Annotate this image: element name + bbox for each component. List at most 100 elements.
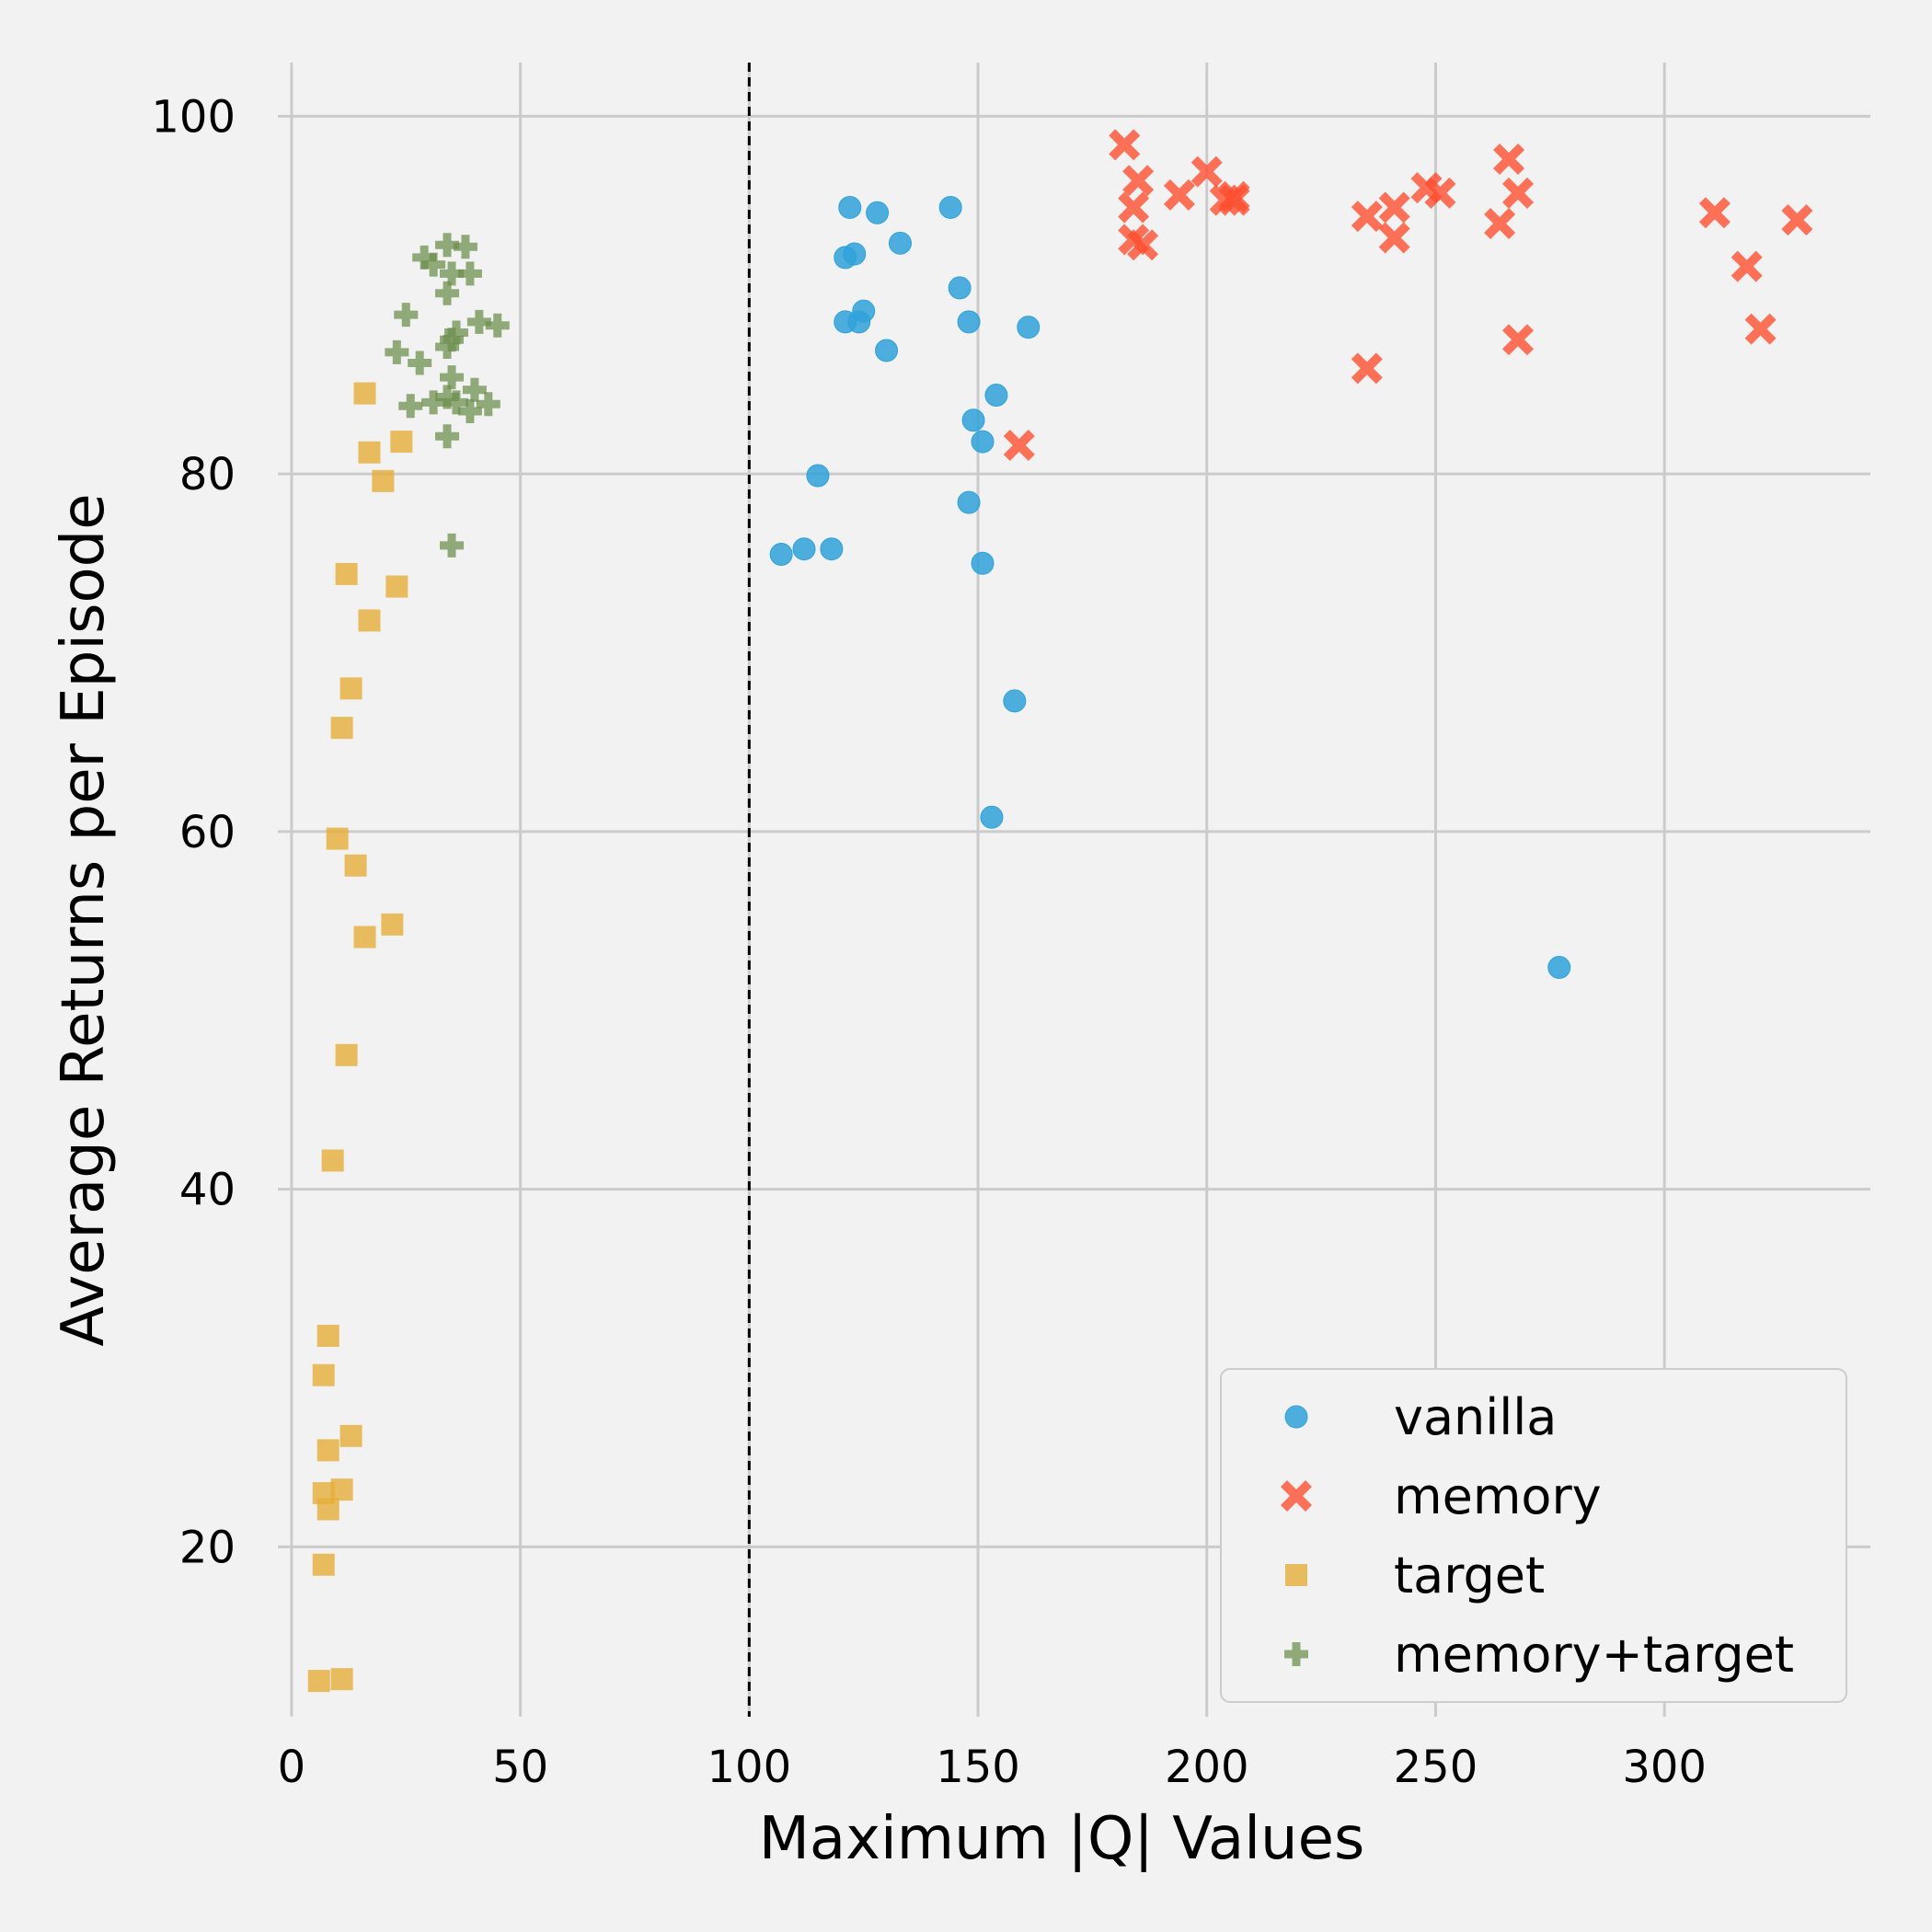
memory-target-point [435, 281, 460, 305]
memory-target-point [421, 390, 446, 415]
vanilla-point [938, 195, 962, 219]
memory-target-point [440, 328, 465, 352]
memory-target-point [457, 399, 482, 424]
memory-point [1218, 180, 1250, 213]
vanilla-point [866, 201, 890, 224]
x-tick-label: 200 [1165, 1742, 1249, 1793]
memory-point [1190, 155, 1223, 188]
memory-target-point [476, 392, 500, 417]
memory-target-point [440, 365, 465, 390]
target-point [390, 431, 413, 454]
vanilla-point [806, 464, 830, 488]
memory-point [1118, 191, 1150, 224]
data-points [307, 129, 1813, 1693]
memory-point [1127, 229, 1159, 261]
vanilla-point [843, 242, 867, 266]
memory-point [1424, 177, 1456, 209]
memory-point [1698, 197, 1731, 229]
memory-target-point [412, 245, 437, 270]
legend-marker-memory-target [1284, 1642, 1308, 1666]
memory-target-point [443, 320, 468, 345]
target-point [316, 1498, 339, 1521]
memory-target-point [462, 377, 487, 402]
memory-target-point [435, 335, 460, 360]
memory-point [1378, 191, 1410, 224]
vanilla-point [1003, 689, 1027, 713]
y-tick-label: 40 [179, 1165, 236, 1216]
memory-target-point [440, 533, 465, 558]
target-point [330, 1478, 353, 1501]
x-tick-label: 0 [278, 1742, 306, 1793]
x-tick-label: 50 [492, 1742, 548, 1793]
memory-target-point [408, 351, 432, 375]
memory-point [1731, 250, 1763, 282]
memory-target-point [398, 394, 423, 419]
memory-target-point [443, 390, 468, 415]
target-point [330, 1668, 353, 1691]
vanilla-point [984, 384, 1008, 408]
vanilla-point [957, 490, 981, 514]
x-tick-label: 300 [1622, 1742, 1707, 1793]
memory-point [1163, 178, 1195, 211]
target-point [312, 1363, 335, 1386]
vanilla-point [838, 195, 862, 219]
y-tick-label: 60 [179, 807, 236, 858]
memory-target-point [385, 339, 409, 364]
memory-point [1378, 222, 1410, 254]
vanilla-point [875, 339, 899, 362]
memory-point [1109, 129, 1141, 161]
vanilla-point [1547, 956, 1571, 980]
target-point [326, 827, 349, 850]
legend-box [1220, 1368, 1847, 1703]
memory-target-point [453, 235, 477, 259]
y-tick-label: 20 [179, 1522, 236, 1573]
tick-labels: 0 50 100 150 200 250 300 20 40 60 80 100 [151, 91, 1707, 1793]
target-point [330, 717, 353, 740]
memory-point [1781, 204, 1813, 236]
target-point [358, 609, 381, 632]
target-point [316, 1439, 339, 1462]
vanilla-point [948, 276, 972, 300]
vanilla-point [888, 231, 912, 255]
vanilla-point [957, 310, 981, 334]
memory-target-point [485, 313, 510, 338]
memory-point [1501, 177, 1534, 209]
legend-label-memory-target: memory+target [1394, 1626, 1794, 1684]
memory-point [1122, 165, 1155, 197]
memory-target-point [440, 261, 465, 286]
target-point [353, 382, 376, 405]
target-point [316, 1324, 339, 1347]
legend-marker-vanilla [1284, 1405, 1308, 1429]
memory-target-point [457, 261, 482, 286]
target-point [372, 469, 395, 492]
memory-target-point [394, 303, 419, 328]
x-tick-label: 100 [707, 1742, 792, 1793]
vanilla-point [961, 408, 985, 432]
vanilla-point [769, 543, 793, 567]
grid-lines [278, 63, 1870, 1717]
target-point [335, 1043, 358, 1066]
legend-label-vanilla: vanilla [1394, 1388, 1557, 1446]
vanilla-point [980, 805, 1004, 829]
vanilla-point [792, 537, 816, 561]
target-point [335, 562, 358, 585]
x-axis-label: Maximum |Q| Values [759, 1805, 1365, 1873]
memory-point [1493, 143, 1525, 175]
vanilla-point [971, 551, 995, 575]
memory-point [1484, 207, 1516, 239]
target-point [381, 913, 404, 936]
legend-label-memory: memory [1394, 1467, 1602, 1525]
memory-target-point [435, 233, 460, 258]
memory-point [1744, 313, 1777, 345]
target-point [385, 575, 408, 598]
memory-point [1351, 201, 1383, 233]
target-point [358, 441, 381, 464]
y-axis-label: Average Returns per Episode [50, 493, 118, 1346]
legend-label-target: target [1394, 1547, 1545, 1604]
legend: vanilla memory target memory+target [1220, 1368, 1847, 1703]
memory-point [1003, 429, 1035, 461]
vanilla-point [1017, 316, 1041, 339]
memory-target-point [435, 424, 460, 449]
vanilla-point [852, 299, 876, 323]
